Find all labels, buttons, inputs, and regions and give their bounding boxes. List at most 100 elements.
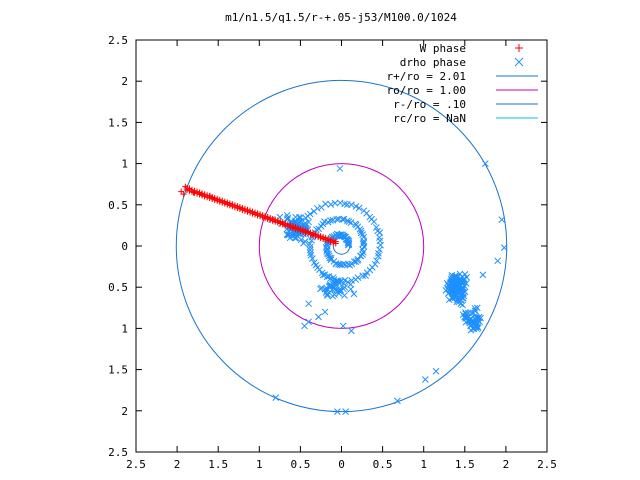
drho-point: [295, 219, 302, 227]
x-tick-label: 2: [174, 458, 181, 471]
drho-point: [351, 220, 359, 228]
w-phase-point: [226, 200, 233, 207]
w-phase-point: [320, 233, 327, 240]
drho-point: [514, 57, 524, 67]
w-phase-point: [315, 232, 322, 239]
legend-label: drho phase: [400, 56, 466, 69]
drho-point: [460, 275, 468, 283]
w-phase-point: [182, 183, 189, 190]
w-phase-point: [198, 191, 205, 198]
w-phase-point: [330, 237, 337, 244]
x-tick-label: 1: [420, 458, 427, 471]
x-tick-label: 2: [503, 458, 510, 471]
drho-point: [456, 282, 463, 290]
w-phase-point: [287, 222, 294, 229]
x-tick-label: 1: [256, 458, 263, 471]
drho-point: [341, 284, 349, 291]
w-phase-point: [327, 236, 334, 243]
w-phase-point: [224, 199, 231, 206]
drho-point: [476, 318, 484, 326]
drho-point: [325, 250, 332, 258]
drho-phase-series: [268, 160, 508, 415]
w-phase-point: [264, 214, 271, 221]
drho-point: [481, 160, 489, 167]
drho-point: [459, 301, 466, 309]
reference-circles: [175, 79, 508, 413]
drho-point: [453, 272, 460, 280]
w-phase-point: [279, 219, 286, 226]
y-tick-label: 2: [121, 75, 128, 88]
y-tick-label: 2.5: [108, 446, 128, 459]
w-phase-point: [190, 189, 197, 196]
drho-point: [357, 229, 365, 237]
w-phase-point: [262, 213, 269, 220]
drho-point: [286, 234, 294, 242]
w-phase-point: [234, 203, 241, 210]
drho-point: [341, 292, 348, 299]
w-phase-point: [284, 221, 291, 228]
x-tick-label: 2.5: [537, 458, 557, 471]
drho-point: [337, 286, 344, 294]
drho-point: [327, 201, 335, 208]
w-phase-point: [244, 206, 251, 213]
w-phase-point: [206, 192, 213, 199]
w-phase-point: [299, 226, 306, 233]
drho-point: [373, 257, 380, 265]
w-phase-point: [292, 224, 299, 231]
drho-point: [452, 291, 459, 298]
drho-point: [318, 204, 325, 211]
w-phase-point: [310, 230, 317, 237]
drho-point: [305, 218, 312, 226]
drho-point: [341, 200, 348, 208]
y-tick-label: 1.5: [108, 364, 128, 377]
y-tick-label: 1: [121, 322, 128, 335]
w-phase-point: [257, 211, 264, 218]
w-phase-point: [249, 208, 256, 215]
drho-point: [445, 289, 453, 297]
w-phase-point: [247, 207, 254, 214]
y-tick-label: 1: [121, 158, 128, 171]
w-phase-point: [214, 195, 221, 202]
legend-label: ro/ro = 1.00: [387, 84, 466, 97]
drho-point: [334, 408, 341, 415]
w-phase-point: [317, 233, 324, 240]
y-tick-label: 2.5: [108, 34, 128, 47]
drho-point: [469, 325, 477, 332]
drho-point: [330, 291, 338, 298]
w-phase-point: [282, 220, 289, 227]
x-tick-label: 1.5: [208, 458, 228, 471]
drho-point: [329, 280, 336, 288]
w-phase-point: [269, 215, 276, 222]
drho-point: [347, 219, 355, 226]
w-phase-point: [211, 194, 218, 201]
x-tick-label: 0.5: [373, 458, 393, 471]
w-phase-point: [231, 202, 238, 209]
drho-point: [350, 290, 358, 298]
drho-point: [342, 408, 349, 415]
drho-point: [272, 394, 280, 401]
legend-label: W phase: [420, 42, 466, 55]
drho-point: [333, 215, 341, 223]
drho-point: [319, 271, 327, 279]
w-phase-point: [274, 217, 281, 224]
drho-point: [323, 273, 331, 281]
w-phase-point: [221, 198, 228, 205]
y-tick-label: 0.5: [108, 199, 128, 212]
drho-point: [455, 281, 462, 288]
drho-point: [455, 290, 463, 297]
drho-point: [352, 203, 360, 210]
w-phase-point: [219, 197, 226, 204]
y-tick-label: 2: [121, 405, 128, 418]
drho-point: [307, 249, 314, 257]
drho-point: [354, 274, 362, 281]
drho-point: [336, 199, 344, 207]
w-phase-point: [241, 205, 248, 212]
w-phase-point: [229, 201, 236, 208]
axis-ticks: 2.5 2 1.5 1 0.5 0 0.5 1 1.5 2 2.52.521.510.500.511…: [108, 34, 557, 471]
drho-point: [306, 243, 314, 251]
drho-point: [347, 281, 354, 288]
w-phase-point: [312, 231, 319, 238]
w-phase-point: [289, 223, 296, 230]
